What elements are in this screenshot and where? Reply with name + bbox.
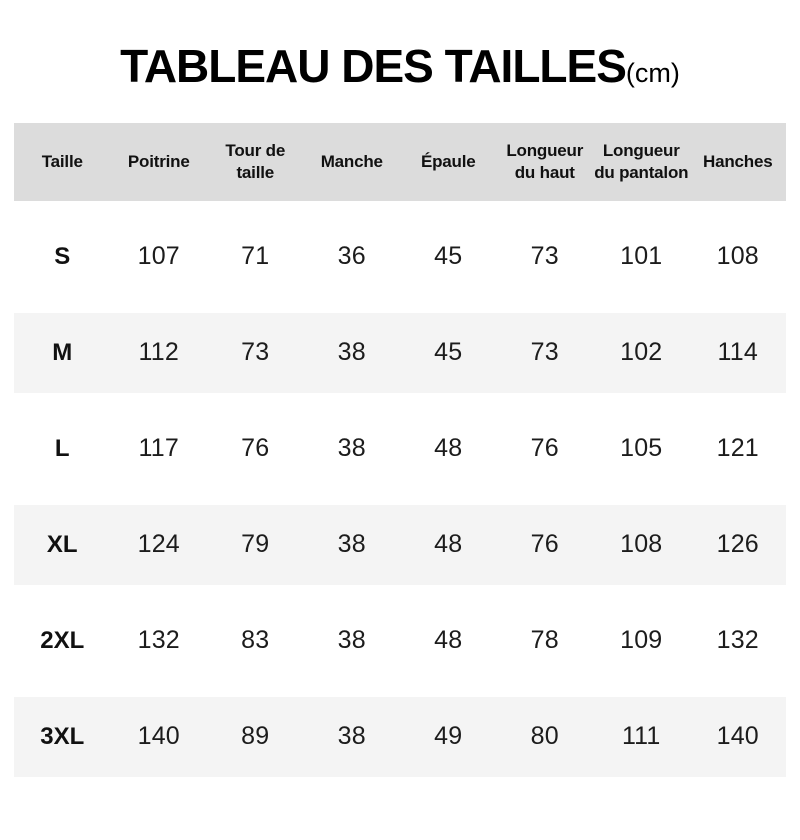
cell-tour-de-taille: 83: [241, 626, 270, 655]
table-row-xl: XL 124 79 38 48 76 108 126: [14, 504, 786, 585]
cell-poitrine: 140: [137, 722, 180, 751]
cell-poitrine: 107: [137, 242, 180, 271]
cell-manche: 38: [337, 722, 366, 751]
size-label: 3XL: [40, 722, 85, 750]
cell-hanches: 140: [716, 722, 759, 751]
cell-longueur-du-haut: 76: [530, 434, 559, 463]
size-chart-page: TABLEAU DES TAILLES(cm) Taille Poitrine …: [0, 40, 800, 840]
table-row-3xl: 3XL 140 89 38 49 80 111 140: [14, 696, 786, 777]
column-header-tour-de-taille: Tour de taille: [225, 140, 286, 182]
size-label: L: [54, 434, 70, 462]
cell-longueur-du-pantalon: 105: [620, 434, 663, 463]
cell-longueur-du-haut: 76: [530, 530, 559, 559]
cell-longueur-du-pantalon: 108: [620, 530, 663, 559]
cell-poitrine: 124: [137, 530, 180, 559]
cell-manche: 38: [337, 434, 366, 463]
page-title-unit: (cm): [625, 58, 680, 88]
cell-poitrine: 132: [137, 626, 180, 655]
size-table: Taille Poitrine Tour de taille Manche Ép…: [14, 122, 786, 777]
cell-manche: 38: [337, 626, 366, 655]
table-row-l: L 117 76 38 48 76 105 121: [14, 392, 786, 505]
cell-epaule: 48: [434, 626, 463, 655]
cell-hanches: 126: [716, 530, 759, 559]
cell-hanches: 114: [717, 338, 758, 367]
cell-longueur-du-haut: 73: [530, 242, 559, 271]
cell-epaule: 45: [434, 338, 463, 367]
cell-tour-de-taille: 89: [241, 722, 270, 751]
column-header-manche: Manche: [320, 151, 383, 171]
cell-longueur-du-pantalon: 111: [621, 722, 661, 751]
cell-hanches: 132: [716, 626, 759, 655]
column-header-epaule: Épaule: [420, 151, 476, 171]
cell-tour-de-taille: 76: [241, 434, 270, 463]
cell-hanches: 108: [716, 242, 759, 271]
column-header-longueur-du-pantalon: Longueur du pantalon: [594, 140, 689, 182]
cell-longueur-du-pantalon: 109: [620, 626, 663, 655]
cell-tour-de-taille: 79: [241, 530, 270, 559]
table-row-m: M 112 73 38 45 73 102 114: [14, 312, 786, 393]
size-label: S: [54, 242, 71, 270]
cell-longueur-du-haut: 73: [530, 338, 559, 367]
cell-epaule: 48: [434, 530, 463, 559]
cell-tour-de-taille: 73: [241, 338, 270, 367]
column-header-longueur-du-haut: Longueur du haut: [506, 140, 584, 182]
cell-longueur-du-pantalon: 102: [620, 338, 663, 367]
size-label: XL: [46, 530, 78, 558]
size-label: 2XL: [40, 626, 85, 654]
page-title: TABLEAU DES TAILLES(cm): [0, 40, 800, 93]
column-header-hanches: Hanches: [703, 151, 773, 171]
cell-poitrine: 112: [138, 338, 179, 367]
cell-hanches: 121: [716, 434, 759, 463]
cell-epaule: 45: [434, 242, 463, 271]
cell-manche: 38: [337, 338, 366, 367]
cell-manche: 36: [337, 242, 366, 271]
column-header-poitrine: Poitrine: [127, 151, 190, 171]
table-row-2xl: 2XL 132 83 38 48 78 109 132: [14, 584, 786, 697]
cell-longueur-du-haut: 80: [530, 722, 559, 751]
size-label: M: [52, 338, 73, 366]
cell-poitrine: 117: [138, 434, 179, 463]
cell-longueur-du-haut: 78: [530, 626, 559, 655]
column-header-taille: Taille: [41, 151, 83, 171]
cell-longueur-du-pantalon: 101: [620, 242, 663, 271]
cell-epaule: 48: [434, 434, 463, 463]
table-row-s: S 107 71 36 45 73 101 108: [14, 200, 786, 313]
cell-epaule: 49: [434, 722, 463, 751]
page-title-text: TABLEAU DES TAILLES: [120, 40, 627, 92]
cell-manche: 38: [337, 530, 366, 559]
cell-tour-de-taille: 71: [241, 242, 270, 271]
table-header-row: Taille Poitrine Tour de taille Manche Ép…: [14, 122, 786, 201]
